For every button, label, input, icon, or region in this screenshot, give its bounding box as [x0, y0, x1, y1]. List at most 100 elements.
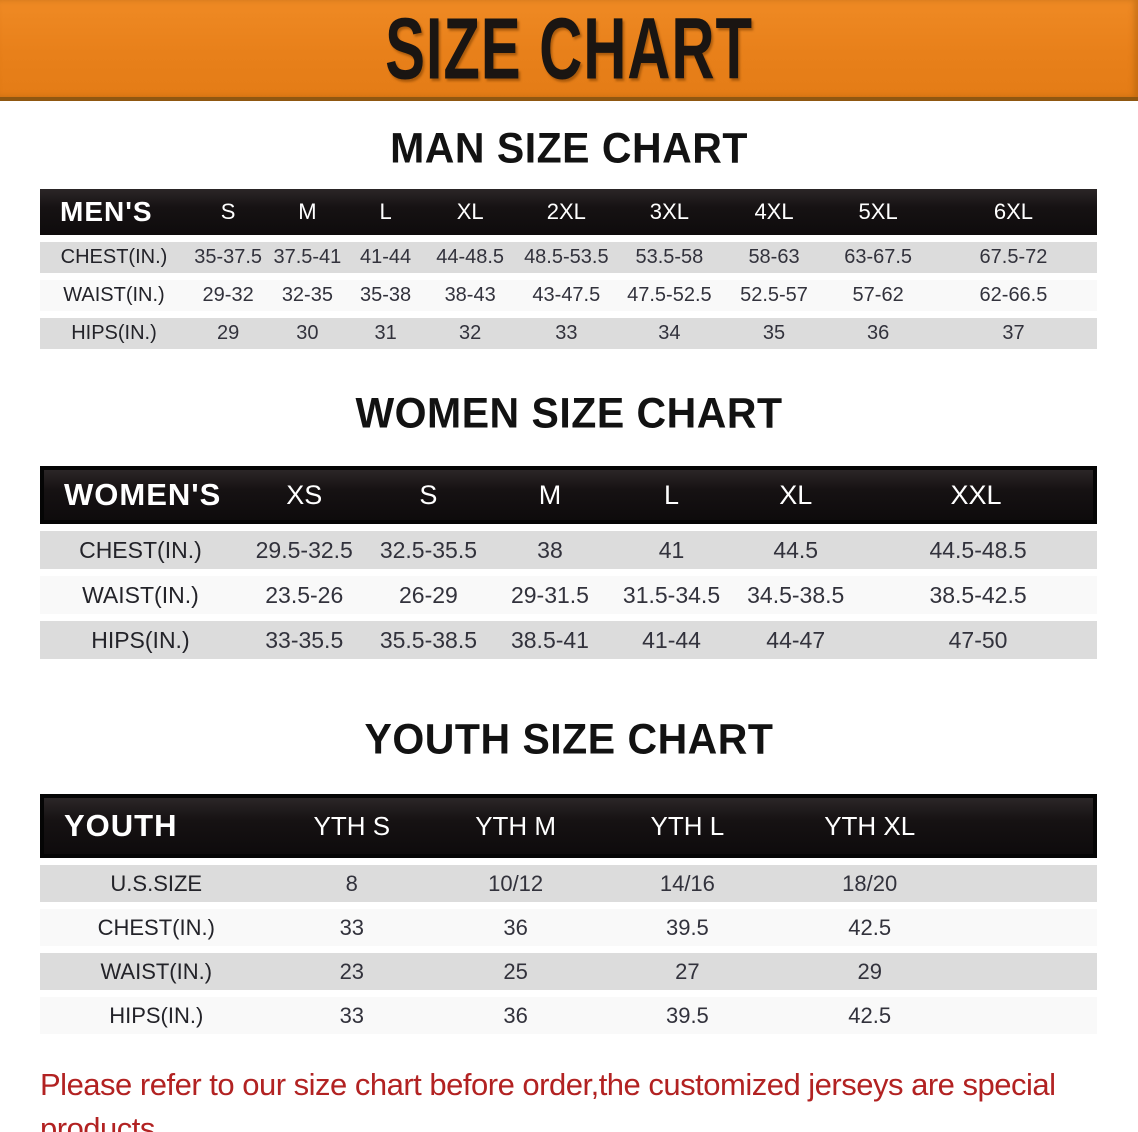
size-cell: 26-29: [367, 576, 490, 614]
row-label: CHEST(IN.): [40, 531, 241, 569]
size-cell: 29: [774, 953, 965, 990]
disclaimer: Please refer to our size chart before or…: [40, 1063, 1102, 1132]
row-label: WAIST(IN.): [40, 280, 188, 311]
size-cell: 32.5-35.5: [367, 531, 490, 569]
size-cell: 43-47.5: [515, 280, 618, 311]
size-cell: 48.5-53.5: [515, 242, 618, 273]
size-col-header: M: [489, 466, 611, 524]
size-cell: 37: [929, 318, 1097, 349]
table-row: CHEST(IN.) 33 36 39.5 42.5: [40, 909, 1097, 946]
women-section-title: WOMEN SIZE CHART: [355, 388, 783, 438]
size-cell: 38.5-42.5: [859, 576, 1097, 614]
size-header-row: YOUTH YTH S YTH M YTH L YTH XL: [40, 794, 1097, 858]
size-header-row: WOMEN'S XS S M L XL XXL: [40, 466, 1097, 524]
size-cell: 36: [826, 318, 930, 349]
size-cell: 39.5: [600, 997, 775, 1034]
row-label: WAIST(IN.): [40, 953, 273, 990]
size-cell: 35.5-38.5: [367, 621, 490, 659]
youth-section-title: YOUTH SIZE CHART: [364, 714, 774, 764]
row-label: HIPS(IN.): [40, 997, 273, 1034]
size-cell: 33: [272, 997, 432, 1034]
men-size-table: MEN'S S M L XL 2XL 3XL 4XL 5XL 6XL CHEST(IN.) 35-37…: [40, 182, 1097, 356]
size-cell: 44.5-48.5: [859, 531, 1097, 569]
size-cell: 57-62: [826, 280, 930, 311]
size-cell: 33-35.5: [240, 621, 368, 659]
size-col-header: YTH L: [600, 794, 775, 858]
size-cell: 44.5: [732, 531, 860, 569]
size-cell: 29: [187, 318, 269, 349]
size-cell: 47-50: [859, 621, 1097, 659]
table-row: CHEST(IN.) 35-37.5 37.5-41 41-44 44-48.5 48.5…: [40, 242, 1097, 273]
size-cell: 36: [431, 997, 601, 1034]
table-row: HIPS(IN.) 29 30 31 32 33 34 35 36 37: [40, 318, 1097, 349]
size-cell: 32: [424, 318, 516, 349]
banner: SIZE CHART: [0, 0, 1138, 101]
size-col-header: XL: [424, 189, 516, 235]
size-cell: 29.5-32.5: [240, 531, 368, 569]
table-row: U.S.SIZE 8 10/12 14/16 18/20: [40, 865, 1097, 902]
table-row: WAIST(IN.) 23 25 27 29: [40, 953, 1097, 990]
size-cell: 38.5-41: [489, 621, 611, 659]
row-spacer: [964, 997, 1097, 1034]
size-header-row: MEN'S S M L XL 2XL 3XL 4XL 5XL 6XL: [40, 189, 1097, 235]
size-cell: 44-47: [732, 621, 860, 659]
size-cell: 39.5: [600, 909, 775, 946]
size-cell: 52.5-57: [721, 280, 827, 311]
row-label: U.S.SIZE: [40, 865, 273, 902]
size-col-header: XXL: [859, 466, 1097, 524]
table-row: WAIST(IN.) 23.5-26 26-29 29-31.5 31.5-34.5 34…: [40, 576, 1097, 614]
header-spacer: [964, 794, 1097, 858]
size-col-header: 5XL: [826, 189, 930, 235]
size-col-header: S: [187, 189, 269, 235]
size-cell: 42.5: [774, 997, 965, 1034]
size-cell: 38-43: [424, 280, 516, 311]
size-cell: 41-44: [610, 621, 733, 659]
size-cell: 34: [617, 318, 722, 349]
size-col-header: 3XL: [617, 189, 722, 235]
row-label: HIPS(IN.): [40, 318, 188, 349]
row-label: CHEST(IN.): [40, 909, 273, 946]
size-col-header: YTH M: [431, 794, 601, 858]
size-cell: 41: [610, 531, 733, 569]
size-cell: 63-67.5: [826, 242, 930, 273]
table-row: WAIST(IN.) 29-32 32-35 35-38 38-43 43-47.5 47.…: [40, 280, 1097, 311]
row-label: CHEST(IN.): [40, 242, 188, 273]
size-cell: 47.5-52.5: [617, 280, 722, 311]
table-row: HIPS(IN.) 33 36 39.5 42.5: [40, 997, 1097, 1034]
size-cell: 33: [272, 909, 432, 946]
size-cell: 34.5-38.5: [732, 576, 860, 614]
row-label: WAIST(IN.): [40, 576, 241, 614]
row-spacer: [964, 909, 1097, 946]
table-row: HIPS(IN.) 33-35.5 35.5-38.5 38.5-41 41-44 44-…: [40, 621, 1097, 659]
size-col-header: XL: [732, 466, 860, 524]
size-cell: 35: [721, 318, 827, 349]
size-cell: 32-35: [268, 280, 347, 311]
size-cell: 44-48.5: [424, 242, 516, 273]
size-cell: 67.5-72: [929, 242, 1097, 273]
size-cell: 8: [272, 865, 432, 902]
banner-title: SIZE CHART: [385, 0, 753, 98]
size-cell: 27: [600, 953, 775, 990]
size-col-header: M: [268, 189, 347, 235]
size-cell: 62-66.5: [929, 280, 1097, 311]
size-cell: 35-37.5: [187, 242, 269, 273]
size-cell: 41-44: [346, 242, 425, 273]
size-cell: 14/16: [600, 865, 775, 902]
size-cell: 23: [272, 953, 432, 990]
disclaimer-line-1: Please refer to our size chart before or…: [40, 1067, 1056, 1132]
size-col-header: 4XL: [721, 189, 827, 235]
women-size-table: WOMEN'S XS S M L XL XXL CHEST(IN.) 29.5-32.5 32.5…: [40, 459, 1097, 666]
size-cell: 31.5-34.5: [610, 576, 733, 614]
size-cell: 29-32: [187, 280, 269, 311]
row-label: HIPS(IN.): [40, 621, 241, 659]
size-cell: 38: [489, 531, 611, 569]
size-cell: 25: [431, 953, 601, 990]
size-col-header: 6XL: [929, 189, 1097, 235]
size-cell: 33: [515, 318, 618, 349]
size-cell: 42.5: [774, 909, 965, 946]
size-cell: 10/12: [431, 865, 601, 902]
size-cell: 58-63: [721, 242, 827, 273]
size-cell: 29-31.5: [489, 576, 611, 614]
size-col-header: XS: [240, 466, 368, 524]
